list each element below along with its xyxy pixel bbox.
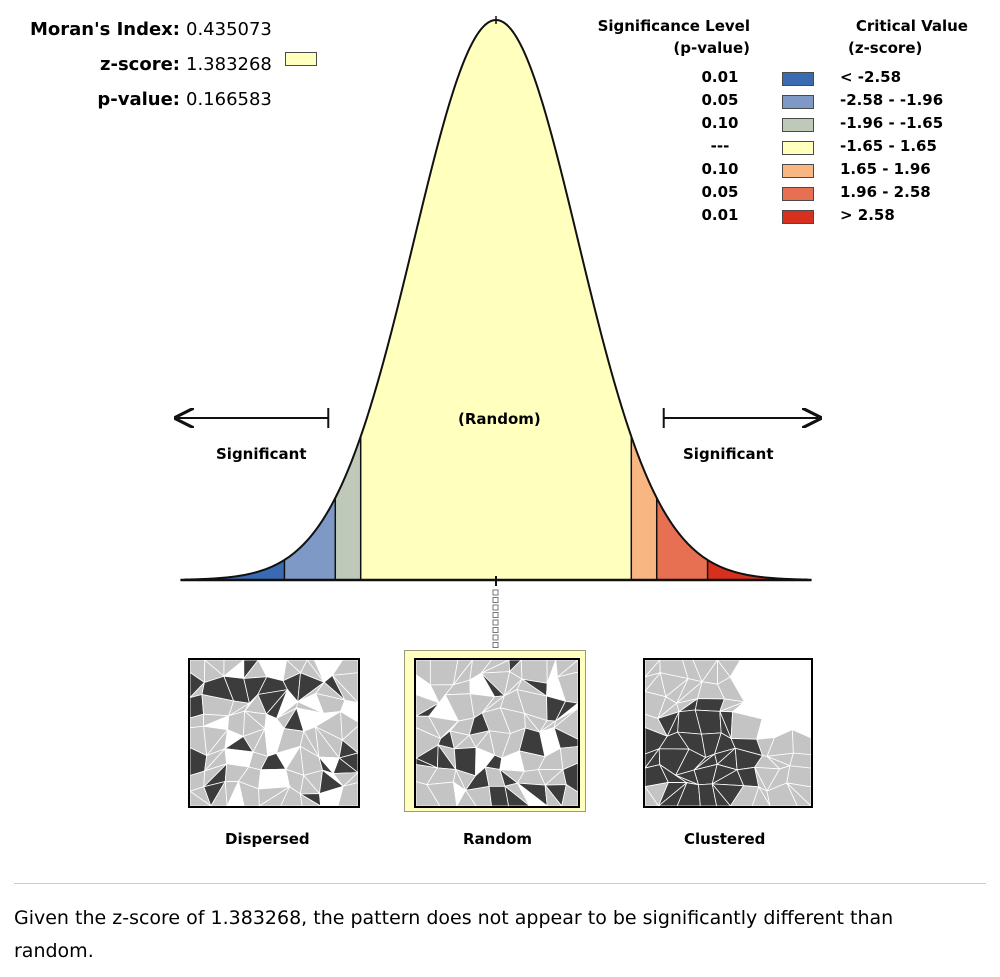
map-region — [504, 785, 531, 806]
map-region — [340, 710, 358, 741]
map-region — [751, 785, 771, 806]
random-region-label: (Random) — [458, 410, 541, 428]
morans-index-value: 0.435073 — [186, 19, 272, 40]
legend-swatch-3 — [782, 141, 814, 155]
curve-band-5 — [656, 497, 708, 580]
map-region — [237, 780, 260, 806]
curve-band-0 — [184, 559, 285, 580]
map-region — [280, 786, 303, 806]
p-value-label: p-value: — [97, 89, 180, 110]
significant-right-label: Significant — [683, 445, 774, 463]
map-region — [258, 768, 291, 790]
map-region — [786, 782, 811, 806]
legend-swatch-5 — [782, 187, 814, 201]
connector-dot — [492, 642, 499, 648]
legend-z-range-4: 1.65 - 1.96 — [840, 160, 931, 178]
map-region — [729, 785, 760, 806]
significance-level-title: Significance Level — [597, 17, 750, 35]
legend-p-value-1: 0.05 — [701, 91, 739, 109]
legend-p-value-5: 0.05 — [701, 183, 739, 201]
dispersed-map-image — [190, 660, 358, 806]
map-region — [556, 671, 578, 704]
curve-band-1 — [284, 497, 336, 580]
critical-value-header: Critical Value (z-score) — [820, 15, 968, 59]
connector-dot — [492, 612, 499, 618]
map-region — [299, 793, 322, 806]
connector-dot — [492, 597, 499, 603]
map-region — [676, 782, 701, 806]
dispersed-map — [188, 658, 360, 808]
map-region — [789, 752, 811, 769]
map-region — [337, 782, 358, 806]
map-region — [793, 670, 811, 704]
legend-swatch-0 — [782, 72, 814, 86]
map-region — [319, 785, 344, 806]
map-region — [416, 781, 441, 806]
map-region — [645, 785, 659, 806]
dispersed-label: Dispersed — [225, 830, 310, 848]
legend-swatch-1 — [782, 95, 814, 109]
z-score-value: 1.383268 — [186, 54, 272, 75]
legend-z-range-2: -1.96 - -1.65 — [840, 114, 944, 132]
map-region — [766, 782, 798, 806]
clustered-map-image — [645, 660, 811, 806]
bell-curve-chart — [0, 16, 1000, 648]
legend-p-value-6: 0.01 — [701, 206, 739, 224]
legend-swatch-6 — [782, 210, 814, 224]
morans-index-label: Moran's Index: — [29, 19, 180, 40]
critical-value-subtitle: (z-score) — [848, 39, 923, 57]
map-region — [698, 783, 718, 806]
clustered-map — [643, 658, 813, 808]
map-region — [791, 708, 811, 739]
legend-z-range-6: > 2.58 — [840, 206, 895, 224]
map-region — [561, 783, 578, 806]
legend-swatch-4 — [782, 164, 814, 178]
map-region — [559, 746, 578, 771]
map-region — [340, 699, 358, 723]
map-region — [791, 728, 811, 756]
map-region — [190, 790, 212, 806]
legend-p-value-2: 0.10 — [701, 114, 739, 132]
curve-band-3 — [360, 20, 632, 580]
z-score-color-swatch — [285, 52, 317, 66]
significance-level-header: Significance Level (p-value) — [580, 15, 750, 59]
p-value-value: 0.166583 — [186, 89, 272, 110]
random-map — [414, 658, 580, 808]
connector-dot — [492, 619, 499, 626]
legend-p-value-0: 0.01 — [701, 68, 739, 86]
legend-z-range-1: -2.58 - -1.96 — [840, 91, 944, 109]
z-score-label: z-score: — [100, 54, 180, 75]
significant-left-label: Significant — [216, 445, 307, 463]
curve-band-2 — [335, 436, 361, 580]
legend-z-range-5: 1.96 - 2.58 — [840, 183, 931, 201]
map-region — [786, 765, 811, 788]
random-map-image — [416, 660, 578, 806]
random-label: Random — [463, 830, 533, 848]
map-region — [517, 782, 548, 806]
map-region — [694, 698, 725, 712]
legend-z-range-3: -1.65 - 1.65 — [840, 137, 937, 155]
legend-swatch-2 — [782, 118, 814, 132]
critical-value-title: Critical Value — [855, 17, 968, 35]
map-region — [711, 783, 731, 806]
legend-z-range-0: < -2.58 — [840, 68, 902, 86]
clustered-label: Clustered — [684, 830, 766, 848]
curve-band-6 — [707, 559, 808, 580]
connector-dot — [492, 604, 499, 611]
map-region — [488, 785, 510, 806]
curve-band-4 — [631, 436, 657, 580]
map-region — [426, 781, 458, 806]
legend-p-value-3: --- — [710, 137, 730, 155]
significance-level-subtitle: (p-value) — [673, 39, 750, 57]
map-region — [464, 785, 492, 806]
connector-dot — [492, 627, 499, 633]
legend-p-value-4: 0.10 — [701, 160, 739, 178]
summary-text: Given the z-score of 1.383268, the patte… — [14, 907, 894, 962]
connector-dot — [492, 589, 499, 596]
map-region — [553, 726, 578, 749]
map-region — [331, 660, 358, 676]
map-region — [544, 783, 563, 806]
divider — [14, 883, 986, 884]
connector-dot — [492, 634, 499, 641]
